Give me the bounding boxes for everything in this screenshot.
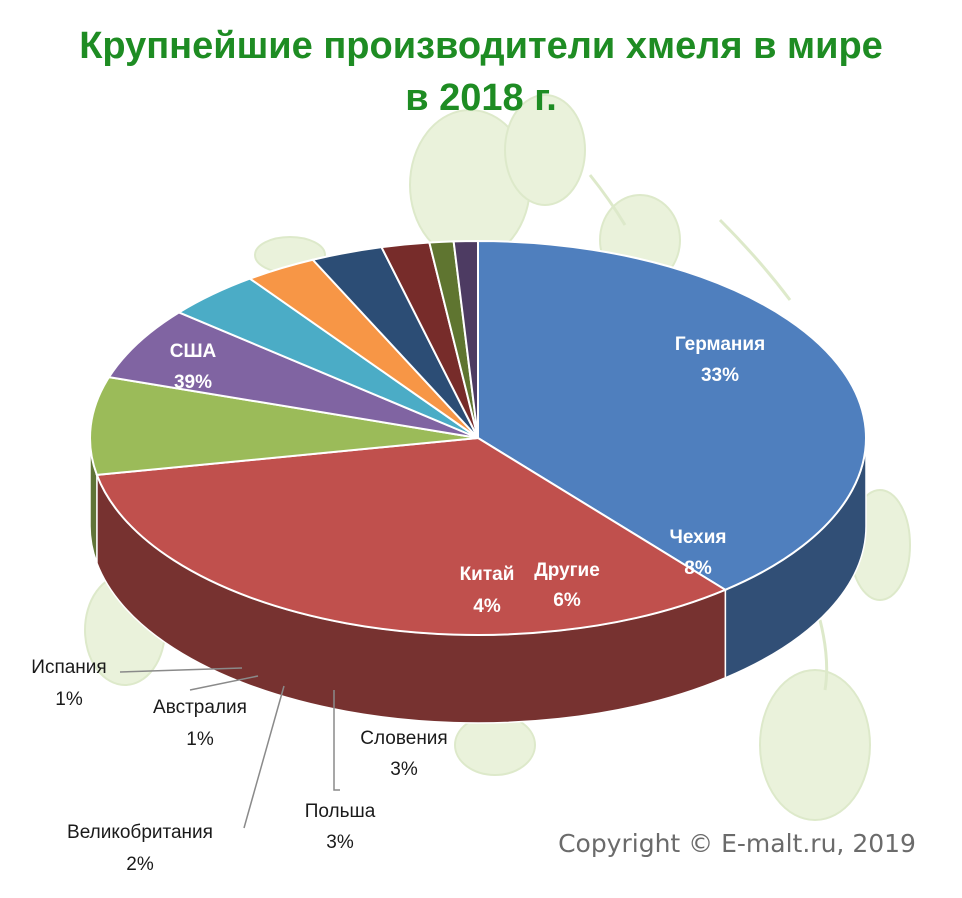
slice-value-czech: 8% [684,558,712,579]
leader-lines [119,667,340,829]
leader-line-uk [243,685,285,829]
slice-испания-top [452,239,479,439]
slice-value-spain: 1% [55,689,83,710]
slice-другие-top [107,311,479,439]
slice-label-germany: Германия [675,334,765,355]
slice-value-germany: 33% [701,365,739,386]
slice-value-other: 6% [553,590,581,611]
slice-value-australia: 1% [186,729,214,750]
hop-background-image [84,94,911,821]
slice-label-uk: Великобритания [67,822,213,843]
slice-label-other: Другие [534,560,600,581]
slice-label-czech: Чехия [670,527,727,548]
slice-германия-top [95,436,728,636]
slice-value-slovenia: 3% [390,759,418,780]
slice-value-poland: 3% [326,832,354,853]
pie-tops [89,239,867,636]
copyright-text: Copyright © E-malt.ru, 2019 [558,829,916,858]
slice-label-spain: Испания [31,657,106,678]
slice-label-china: Китай [460,564,515,585]
chart-title-line-2: в 2018 г. [405,77,557,119]
slice-value-usa: 39% [174,372,212,393]
slice-label-australia: Австралия [153,697,247,718]
slice-value-china: 4% [473,596,501,617]
chart-title-line-1: Крупнейшие производители хмеля в мире [79,25,883,67]
leader-line-australia [189,675,259,691]
slice-сша-top [477,239,867,591]
slice-label-slovenia: Словения [360,728,447,749]
leader-line-poland [333,690,340,791]
slice-value-uk: 2% [126,854,154,875]
slice-label-poland: Польша [305,801,376,822]
slice-чехия-top [89,376,479,476]
slice-label-usa: США [170,341,217,362]
leader-line-spain [119,667,243,673]
